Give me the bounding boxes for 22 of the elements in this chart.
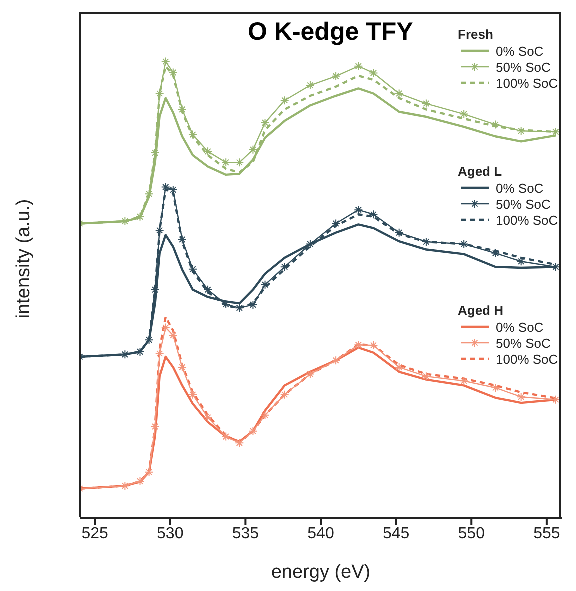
legend-label: 0% SoC [496,180,544,196]
y-axis-title: intensity (a.u.) [14,199,36,319]
legend-label: 50% SoC [496,60,551,74]
x-tick-label: 525 [82,525,109,542]
x-tick-label: 535 [232,525,260,542]
legend-label: 50% SoC [496,336,551,350]
chart-title: O K-edge TFY [248,18,414,47]
text: Fresh [458,27,494,43]
x-tick-label: 550 [458,525,486,542]
x-tick-label: 530 [157,525,184,542]
annotation: Aged H [458,303,504,319]
legend-label: 100% SoC [496,352,558,366]
legend-label: 50% SoC [496,196,551,212]
x-axis-title: energy (eV) [271,562,371,583]
legend-label: 100% SoC [496,76,558,90]
legend-label: 0% SoC [496,44,544,58]
x-tick-label: 555 [534,525,560,542]
legend-label: 0% SoC [496,320,544,334]
x-tick-label: 540 [308,525,334,542]
x-tick-label: 545 [382,525,410,542]
annotation: Aged L [458,164,504,180]
legend-label: 100% SoC [496,212,558,228]
